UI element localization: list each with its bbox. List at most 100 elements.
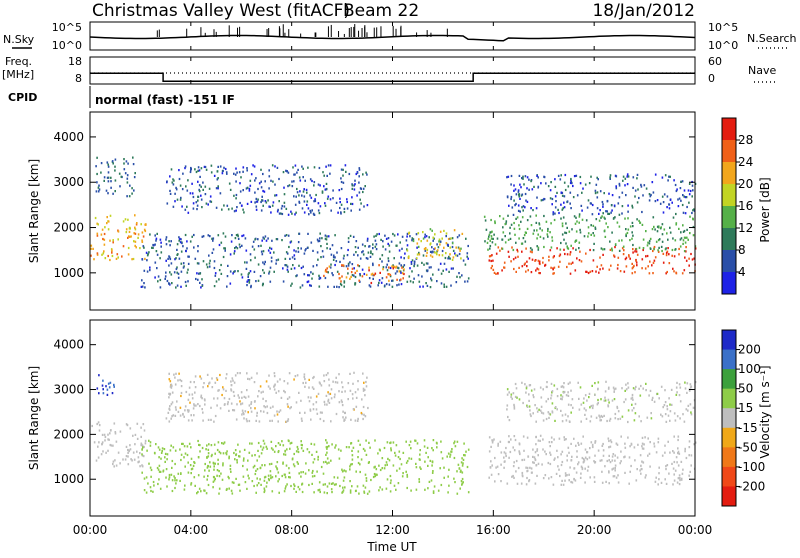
data-cell (575, 471, 578, 474)
data-cell (206, 266, 209, 269)
data-cell (556, 191, 558, 194)
data-cell (440, 282, 443, 285)
data-cell (109, 258, 111, 262)
data-cell (664, 451, 666, 454)
data-cell (351, 449, 353, 452)
data-cell (397, 482, 400, 485)
data-cell (546, 381, 548, 384)
data-cell (678, 197, 681, 200)
data-cell (599, 459, 602, 462)
data-cell (315, 401, 318, 404)
data-cell (571, 481, 574, 484)
data-cell (336, 381, 339, 384)
data-cell (357, 456, 359, 459)
data-cell (244, 237, 247, 240)
data-cell (534, 404, 536, 407)
data-cell (559, 178, 562, 181)
data-cell (462, 481, 464, 484)
data-cell (369, 255, 372, 258)
data-cell (622, 253, 625, 256)
data-cell (421, 275, 423, 278)
data-cell (295, 211, 297, 214)
data-cell (513, 449, 516, 452)
data-cell (141, 239, 143, 242)
data-cell (577, 461, 580, 464)
data-cell (451, 237, 454, 240)
data-cell (228, 477, 230, 480)
data-cell (686, 382, 689, 385)
data-cell (656, 230, 659, 233)
data-cell (308, 378, 310, 381)
data-cell (311, 471, 314, 474)
noise-tick-left-top: 10^5 (52, 21, 82, 34)
data-cell (567, 446, 570, 449)
data-cell (489, 466, 492, 469)
data-cell (144, 442, 147, 445)
data-cell (411, 239, 413, 242)
data-cell (250, 284, 252, 287)
data-cell (392, 267, 395, 270)
data-cell (440, 272, 443, 275)
data-cell (373, 274, 376, 277)
data-cell (524, 192, 527, 196)
data-cell (359, 463, 361, 466)
data-cell (178, 236, 180, 239)
power-colorbar-swatch (722, 162, 736, 185)
data-cell (182, 245, 184, 248)
data-cell (518, 195, 520, 198)
data-cell (312, 408, 315, 411)
data-cell (361, 268, 364, 271)
data-cell (209, 465, 212, 468)
data-cell (247, 377, 249, 380)
freq-unit-label: [MHz] (2, 68, 34, 81)
data-cell (194, 386, 197, 389)
data-cell (641, 460, 643, 463)
data-cell (633, 419, 636, 422)
data-cell (256, 468, 259, 471)
data-cell (426, 248, 429, 251)
data-cell (308, 469, 310, 472)
data-cell (409, 267, 411, 270)
data-cell (687, 189, 690, 192)
data-cell (193, 246, 195, 249)
data-cell (152, 246, 154, 249)
data-cell (422, 237, 425, 240)
data-cell (160, 241, 162, 244)
data-cell (389, 275, 392, 278)
data-cell (217, 185, 219, 188)
data-cell (693, 443, 695, 446)
data-cell (157, 275, 160, 278)
data-cell (330, 397, 333, 400)
data-cell (109, 214, 112, 217)
data-cell (369, 446, 371, 449)
data-cell (304, 249, 306, 252)
range-tick-label: 3000 (53, 175, 84, 189)
data-cell (572, 196, 575, 199)
data-cell (467, 244, 469, 248)
data-cell (215, 377, 218, 380)
data-cell (209, 461, 211, 464)
data-cell (277, 442, 280, 445)
data-cell (177, 410, 180, 413)
data-cell (199, 175, 201, 178)
data-cell (349, 261, 351, 264)
data-cell (159, 238, 162, 241)
velocity-scatter (91, 371, 697, 495)
data-cell (326, 462, 328, 465)
velocity-colorbar-swatch (722, 486, 736, 507)
data-cell (263, 190, 266, 193)
data-cell (168, 476, 171, 479)
data-cell (260, 452, 263, 455)
data-cell (326, 492, 328, 495)
data-cell (499, 249, 501, 252)
data-cell (387, 242, 389, 245)
data-cell (158, 464, 161, 467)
data-cell (667, 414, 670, 417)
data-cell (620, 435, 622, 438)
data-cell (521, 474, 524, 477)
data-cell (183, 488, 186, 491)
data-cell (155, 443, 157, 446)
data-cell (324, 188, 327, 191)
data-cell (359, 198, 361, 201)
data-cell (312, 212, 315, 215)
